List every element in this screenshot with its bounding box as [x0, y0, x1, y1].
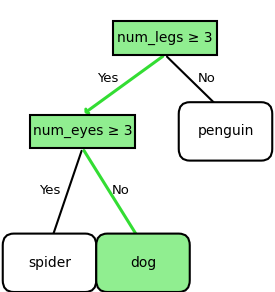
FancyBboxPatch shape: [113, 21, 217, 55]
FancyBboxPatch shape: [30, 114, 135, 148]
Text: No: No: [197, 72, 215, 85]
Text: Yes: Yes: [39, 184, 60, 197]
FancyBboxPatch shape: [96, 234, 190, 292]
FancyBboxPatch shape: [3, 234, 96, 292]
Text: No: No: [112, 184, 130, 197]
Text: num_legs ≥ 3: num_legs ≥ 3: [117, 31, 213, 45]
Text: Yes: Yes: [97, 72, 118, 85]
Text: num_eyes ≥ 3: num_eyes ≥ 3: [33, 124, 132, 138]
Text: dog: dog: [130, 256, 156, 270]
Text: spider: spider: [28, 256, 71, 270]
FancyBboxPatch shape: [179, 102, 272, 161]
Text: penguin: penguin: [197, 124, 254, 138]
